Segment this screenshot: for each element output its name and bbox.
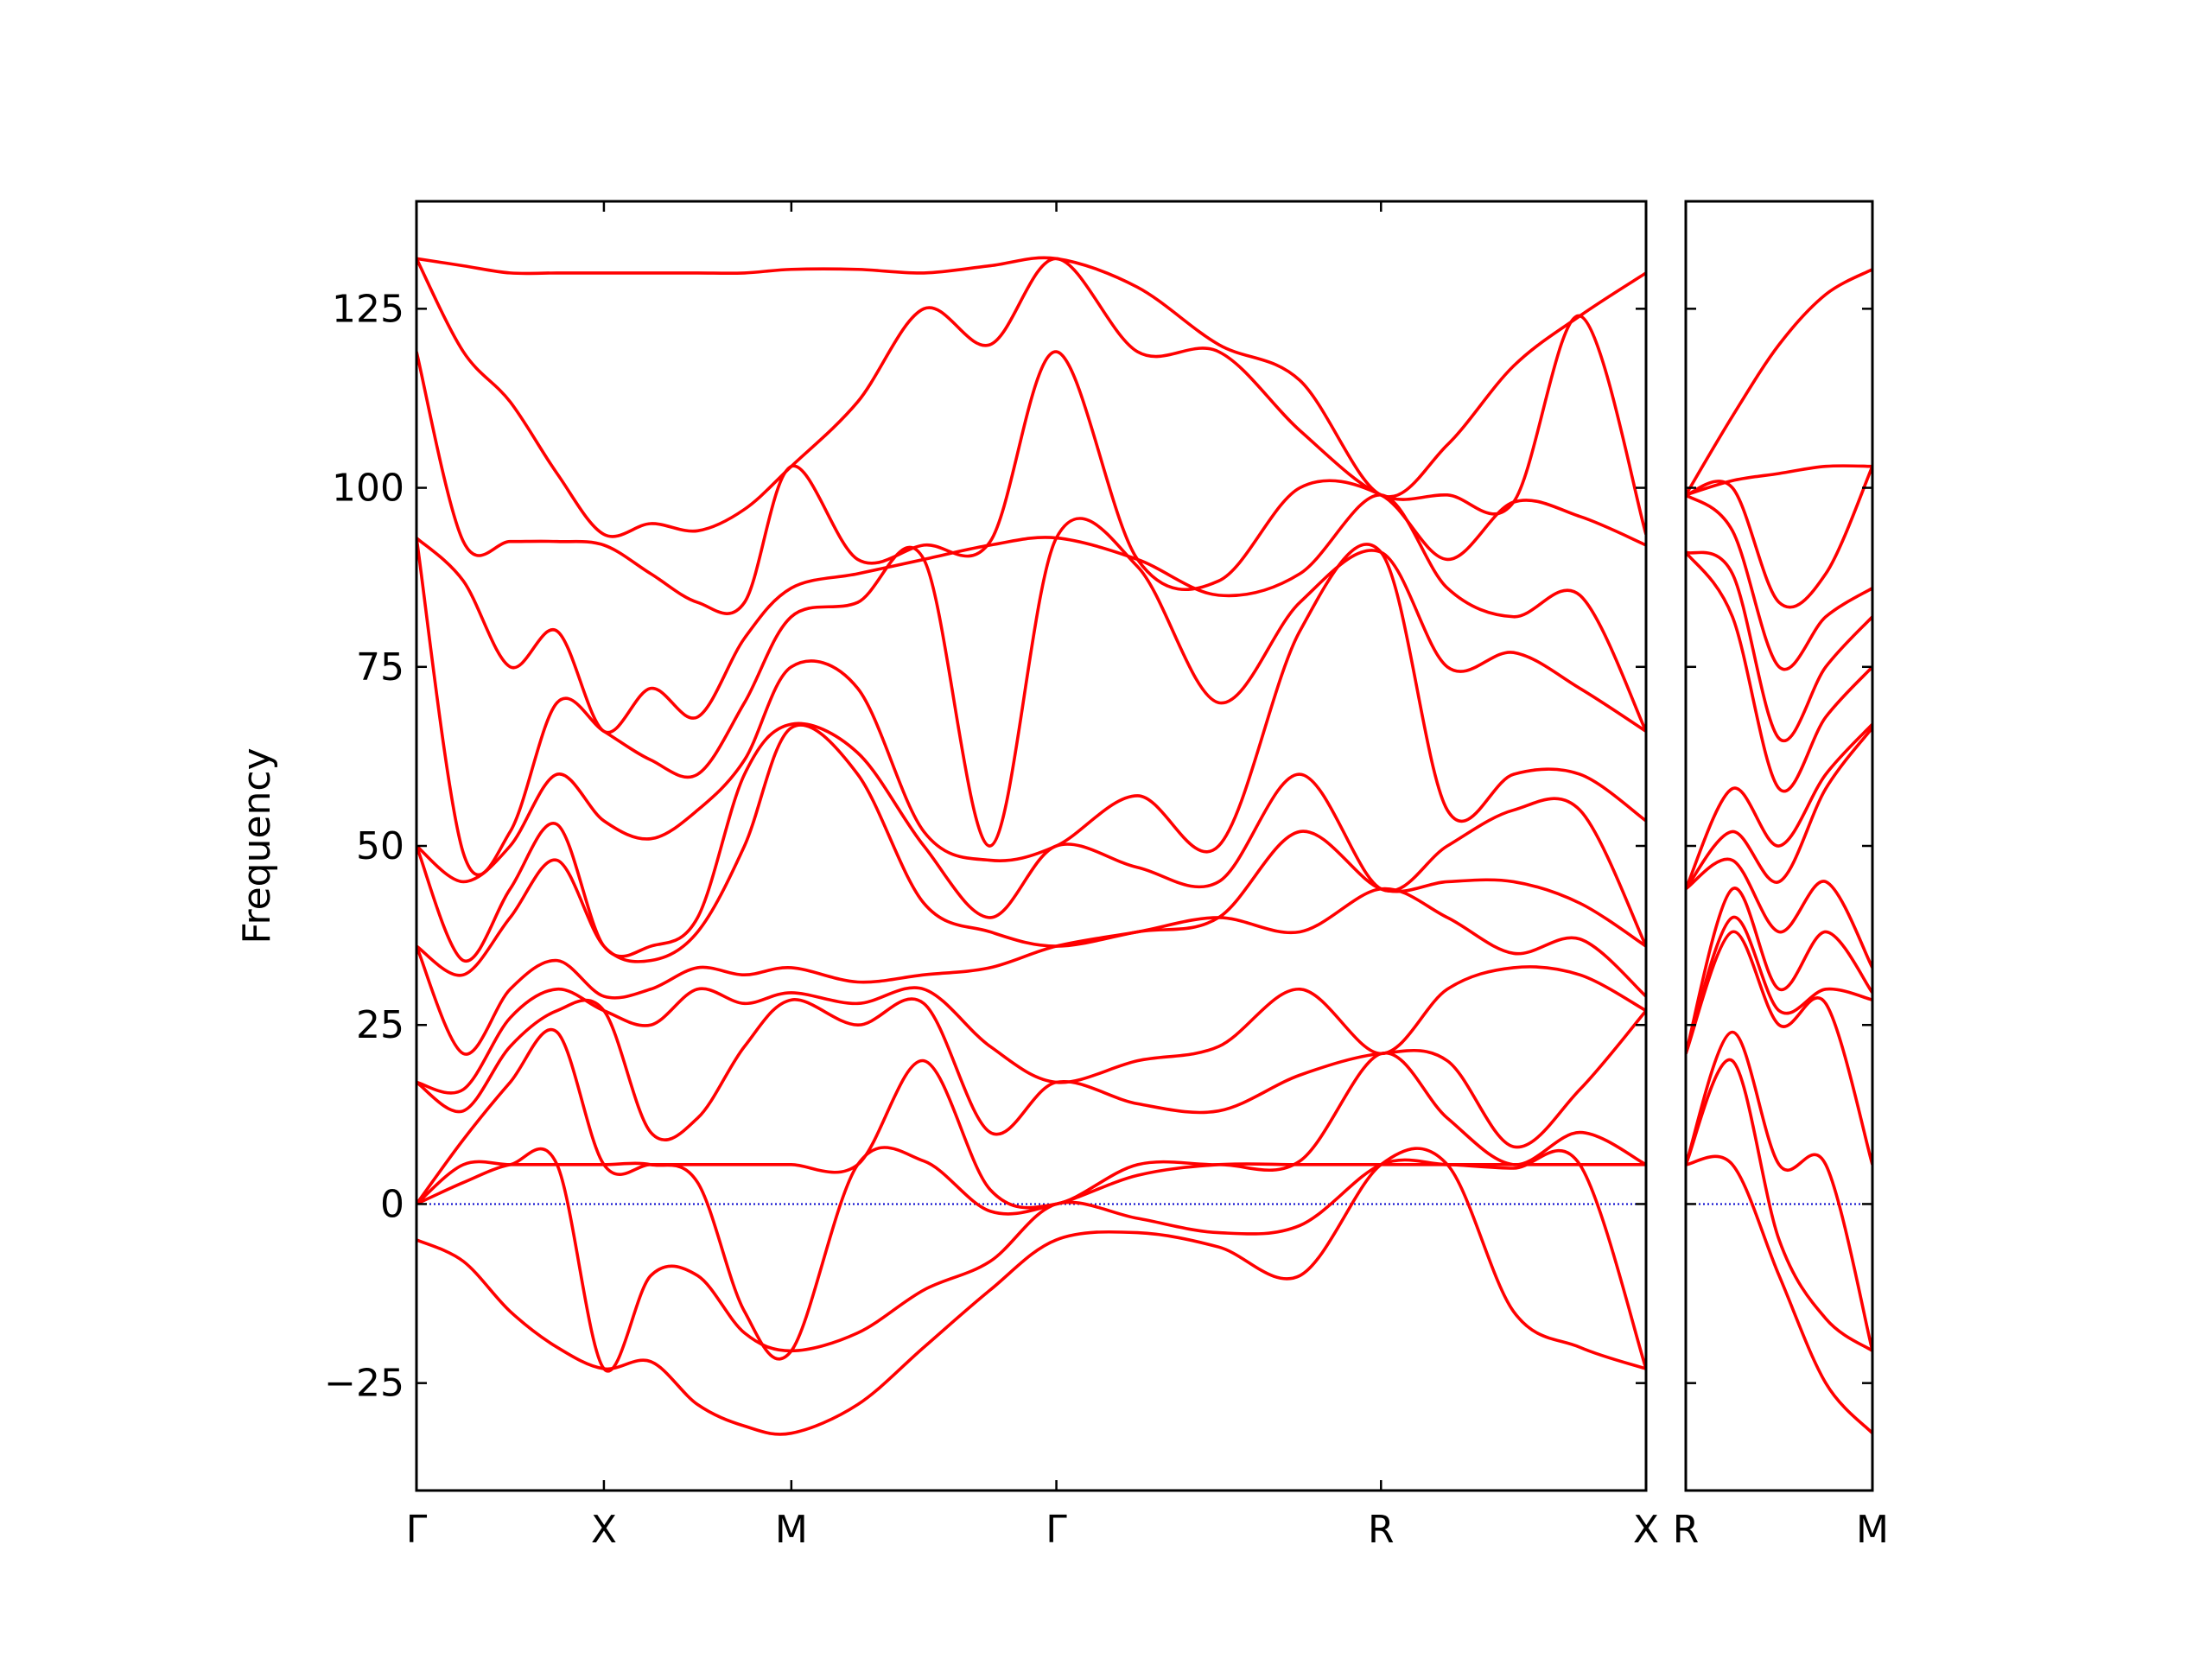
x-tick-label: R [1673,1508,1700,1552]
band-line [1686,493,1872,671]
y-tick-label: 125 [332,287,404,331]
band-line [416,1028,1646,1210]
band-line [1686,1058,1872,1352]
x-tick-label: Γ [1046,1508,1067,1552]
band-line [1686,464,1872,497]
x-tick-label: R [1368,1508,1395,1552]
y-tick-label: 50 [356,824,404,868]
band-line [416,723,1646,977]
band-line [1686,1154,1872,1434]
band-line [416,543,1646,884]
band-line [416,965,1646,1095]
y-tick-label: 75 [356,645,404,690]
band-line [1686,930,1872,1166]
band-line [416,1147,1646,1436]
x-tick-label: X [1633,1508,1659,1552]
band-line [1686,722,1872,890]
band-line [1686,268,1872,496]
x-tick-label: M [1856,1508,1889,1552]
x-tick-label: X [591,1508,617,1552]
y-tick-label: 25 [356,1003,404,1047]
band-line [416,493,1646,734]
y-tick-label: −25 [324,1362,404,1406]
y-axis-label: Frequency [235,747,279,944]
plot-area [1686,268,1872,1434]
band-line [416,997,1646,1149]
band-line [1686,727,1872,890]
band-line [1686,551,1872,793]
band-line [416,887,1646,1056]
band-line [1686,550,1872,743]
band-line [416,256,1646,499]
band-line [1686,857,1872,969]
band-line [416,517,1646,877]
band-line [416,1146,1646,1361]
band-line [1686,1030,1872,1351]
x-tick-label: M [775,1508,808,1552]
band-line [416,257,1646,538]
band-line [416,350,1646,615]
band-line [416,721,1646,963]
y-tick-label: 0 [380,1182,404,1226]
x-tick-label: Γ [406,1508,428,1552]
band-line [416,1147,1646,1373]
band-line [1686,916,1872,1054]
band-line [1686,887,1872,1054]
plot-area [416,256,1646,1436]
y-tick-label: 100 [332,467,404,511]
